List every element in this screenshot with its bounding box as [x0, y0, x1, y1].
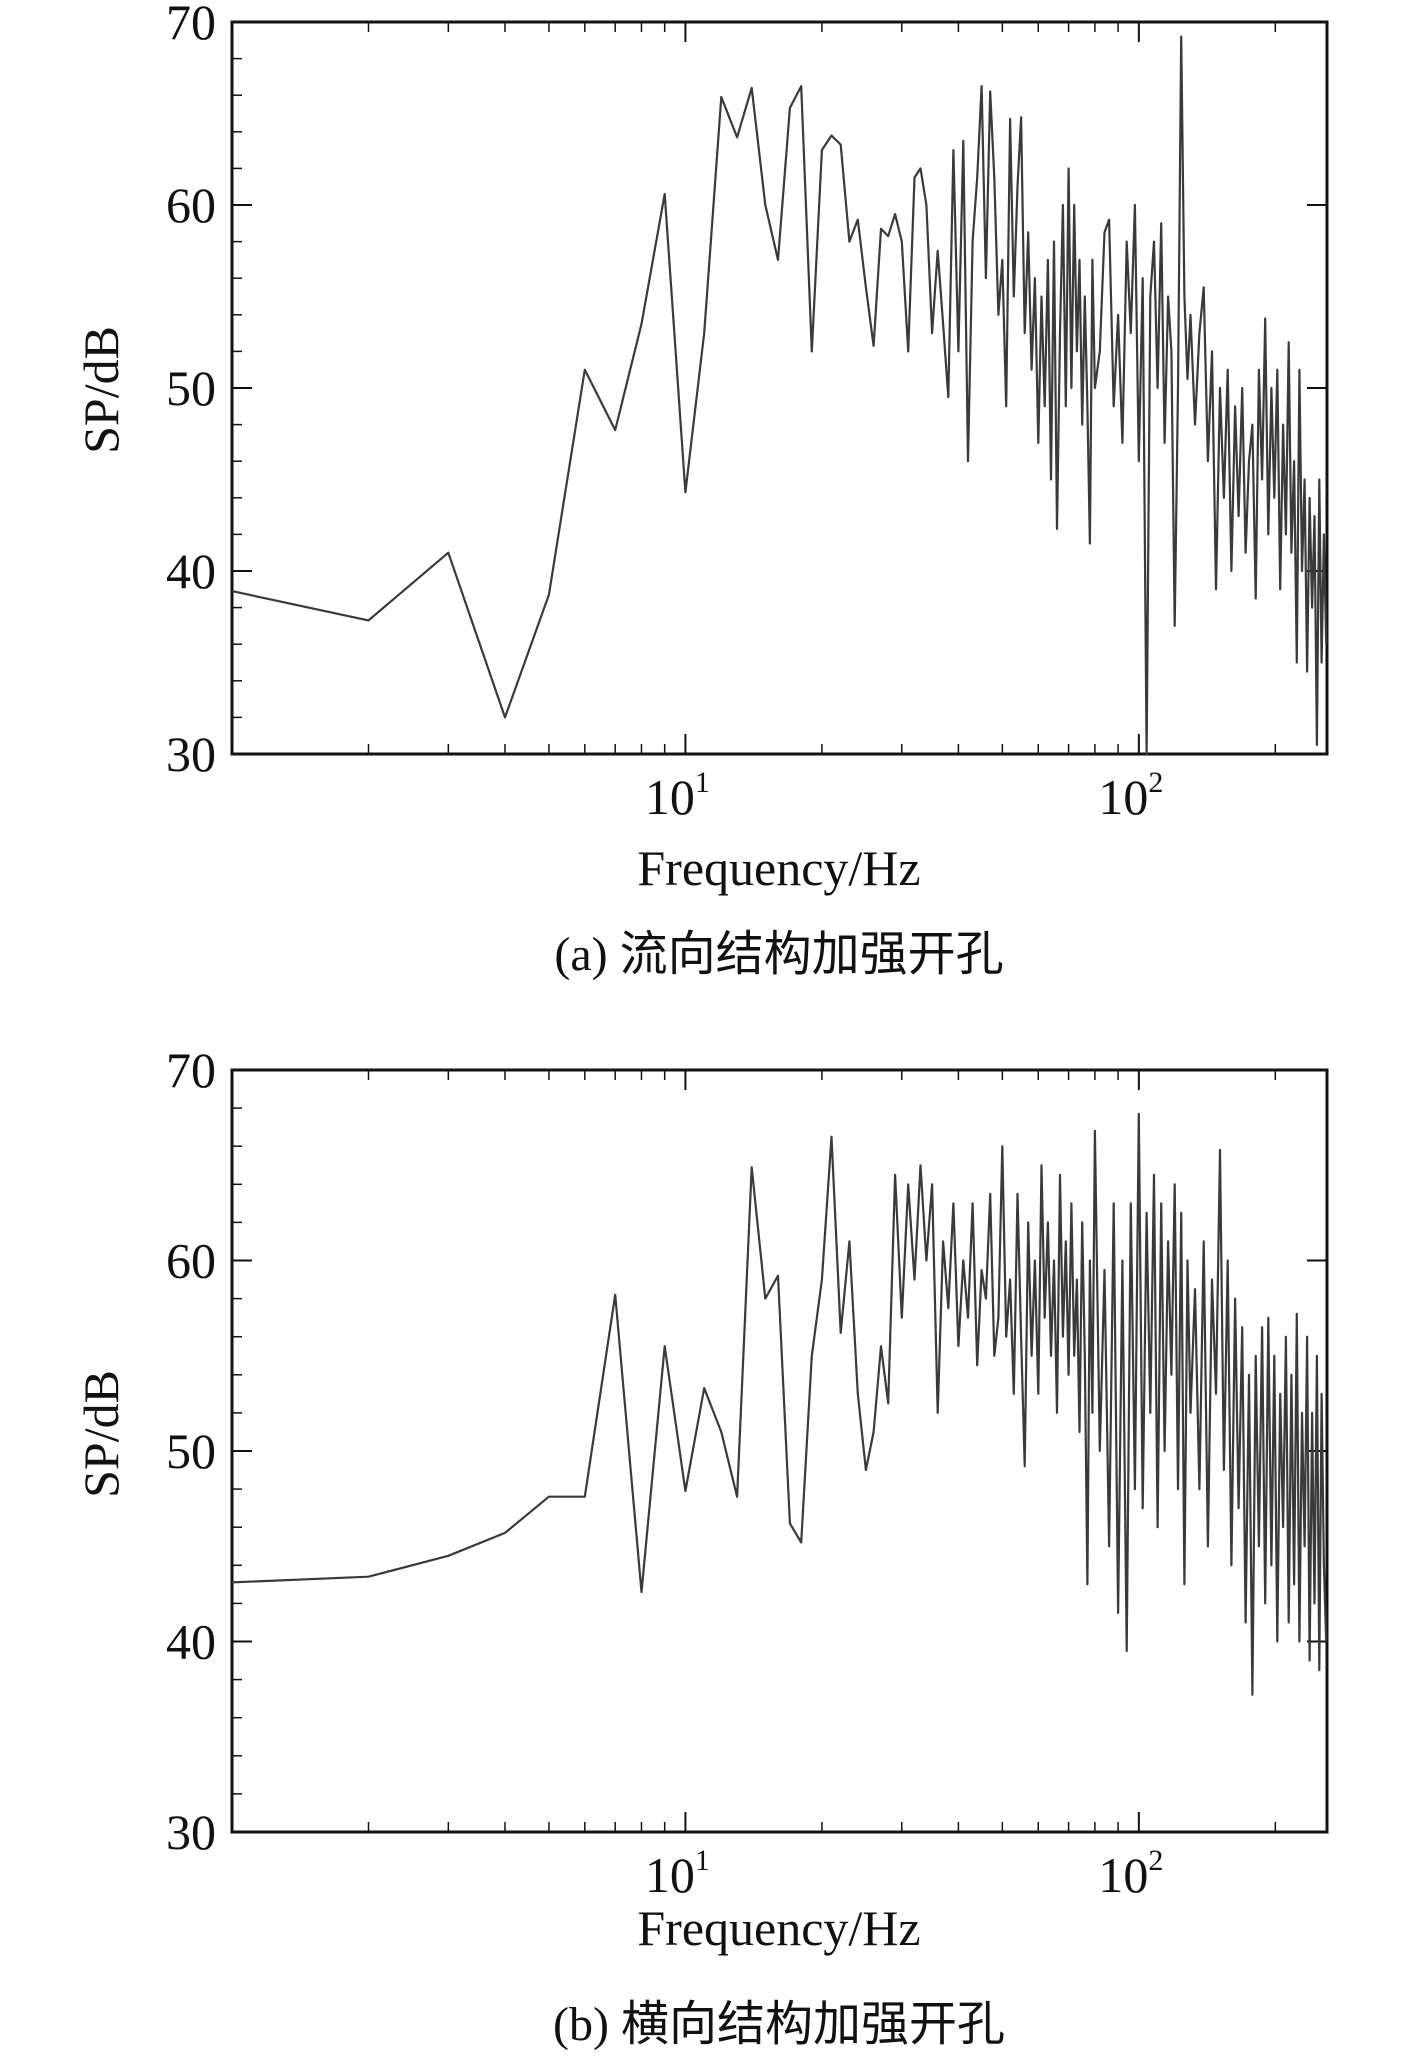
x-axis-title-b: Frequency/Hz [637, 1900, 920, 1956]
plot-area-b: 30 40 50 60 70 101 102 [166, 1042, 1329, 1903]
y-tick-label-a: 30 [166, 726, 216, 782]
y-tick-label-b: 50 [166, 1423, 216, 1479]
series-line-b [231, 1112, 1328, 1696]
y-tick-label-b: 40 [166, 1614, 216, 1670]
y-tick-label-a: 50 [166, 360, 216, 416]
plot-area-a: 30 40 50 60 70 101 102 [166, 0, 1329, 825]
x-tick-label-b: 101 [645, 1844, 710, 1903]
x-axis-title-a: Frequency/Hz [637, 840, 920, 896]
chart-panel-b: 30 40 50 60 70 101 102 SP/dB Frequency/Hz (b) … [73, 1042, 1329, 2051]
x-tick-label-a: 101 [645, 766, 710, 825]
y-tick-label-a: 70 [166, 0, 216, 50]
series-line-a [231, 35, 1328, 756]
y-tick-label-a: 60 [166, 177, 216, 233]
x-tick-label-a: 102 [1098, 766, 1163, 825]
caption-b: (b) 横向结构加强开孔 [553, 1998, 1005, 2051]
chart-panel-a: 30 40 50 60 70 101 102 SP/dB Frequency/Hz (a) … [73, 0, 1329, 981]
x-tick-label-b: 102 [1098, 1844, 1163, 1903]
plot-frame-b [230, 1068, 1329, 1834]
y-tick-label-b: 60 [166, 1233, 216, 1289]
y-tick-label-a: 40 [166, 543, 216, 599]
y-axis-title-a: SP/dB [73, 326, 129, 454]
y-tick-label-b: 30 [166, 1804, 216, 1860]
y-axis-title-b: SP/dB [73, 1370, 129, 1498]
y-tick-label-b: 70 [166, 1042, 216, 1098]
caption-a: (a) 流向结构加强开孔 [554, 928, 1003, 981]
